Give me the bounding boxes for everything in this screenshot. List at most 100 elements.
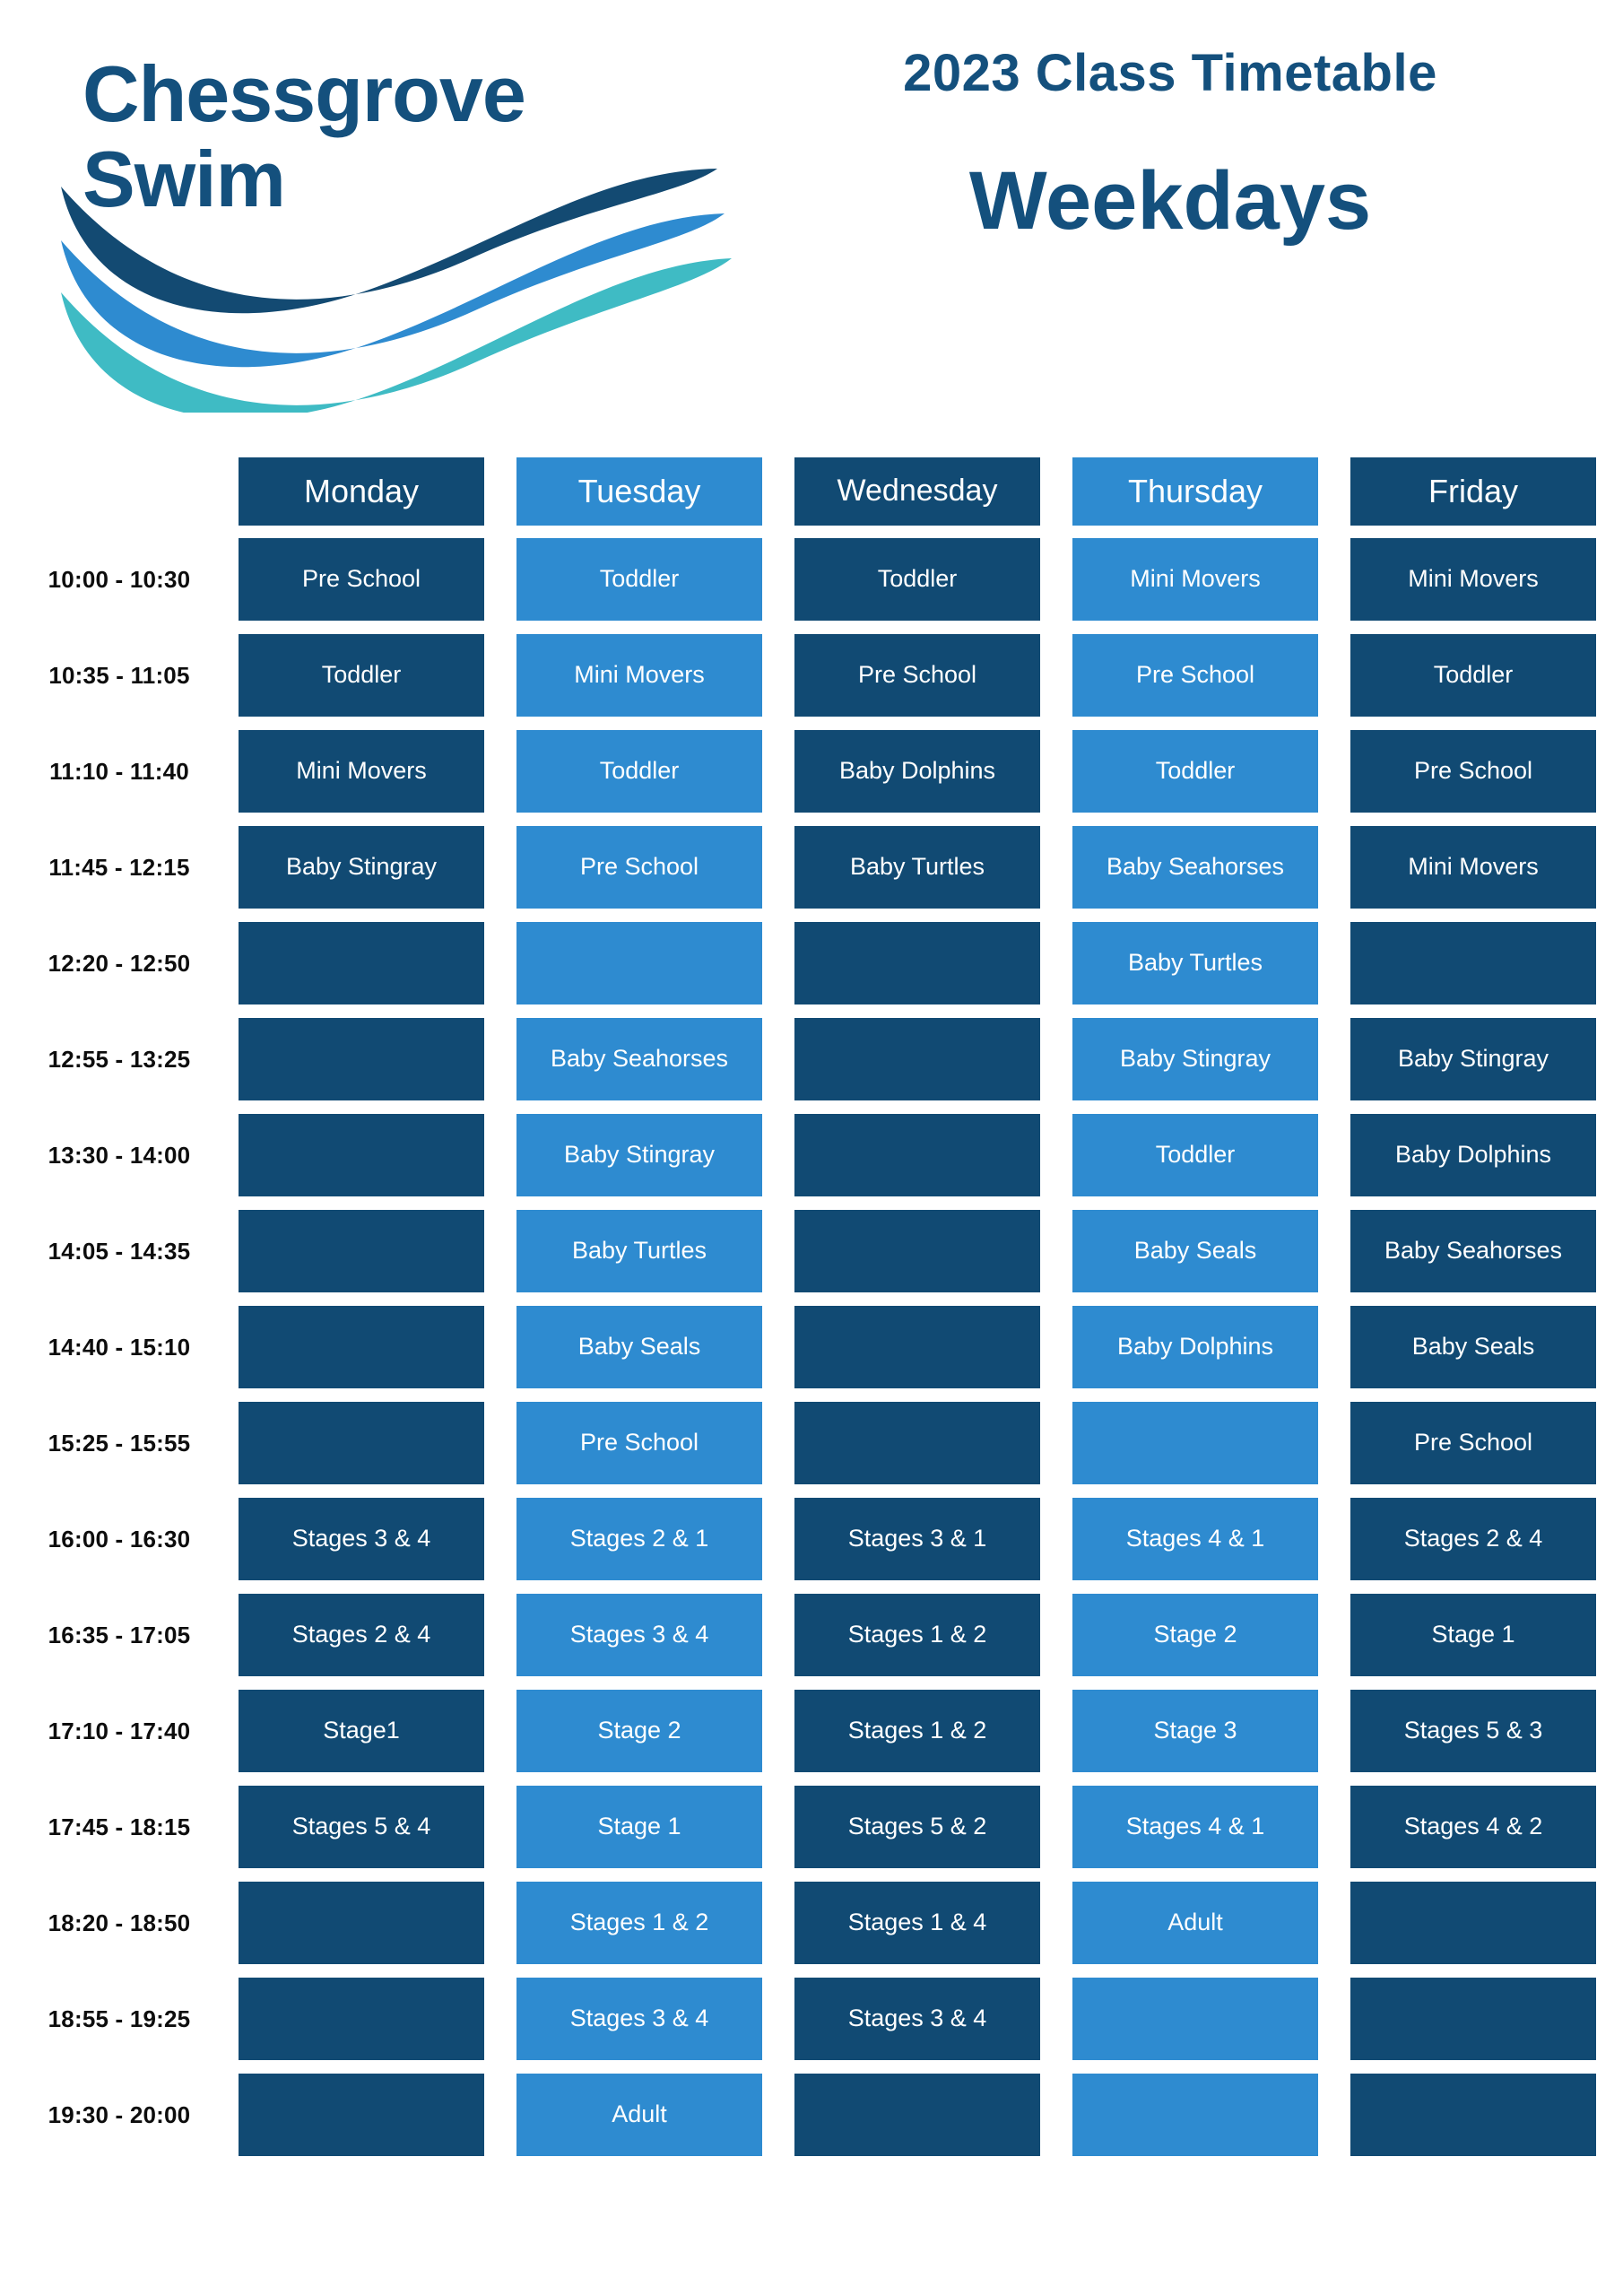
class-cell-monday[interactable]: Stages 2 & 4 [239,1594,484,1676]
time-slot-label: 14:05 - 14:35 [48,1237,191,1265]
class-cell-monday [239,1978,484,2060]
class-cell-tuesday[interactable]: Baby Stingray [516,1114,762,1196]
timetable-row: 14:40 - 15:10 Baby Seals Baby Dolphins Baby… [0,1306,1623,1388]
time-slot-label: 18:55 - 19:25 [48,2005,191,2032]
class-cell-thursday[interactable]: Adult [1072,1882,1318,1964]
class-cell-thursday[interactable]: Baby Dolphins [1072,1306,1318,1388]
class-cell-friday[interactable]: Stages 4 & 2 [1350,1786,1596,1868]
timetable-row-cells: Stages 3 & 4 Stages 3 & 4 [239,1978,1623,2060]
class-cell-wednesday[interactable]: Stages 5 & 2 [794,1786,1040,1868]
class-cell-monday [239,1210,484,1292]
class-cell-friday[interactable]: Stages 2 & 4 [1350,1498,1596,1580]
time-slot-label: 18:20 - 18:50 [48,1909,191,1936]
class-cell-friday[interactable]: Baby Stingray [1350,1018,1596,1100]
class-cell-tuesday[interactable]: Stages 3 & 4 [516,1978,762,2060]
timetable-row-cells: Baby Stingray Pre School Baby Turtles Baby … [239,826,1623,909]
day-header-wednesday: Wednesday [794,457,1040,526]
class-cell-wednesday[interactable]: Baby Turtles [794,826,1040,909]
class-cell-monday[interactable]: Mini Movers [239,730,484,813]
class-cell-friday[interactable]: Pre School [1350,1402,1596,1484]
class-cell-tuesday[interactable]: Baby Seals [516,1306,762,1388]
class-cell-monday[interactable]: Toddler [239,634,484,717]
svg-text:Swim: Swim [82,135,285,223]
timetable-row: 16:00 - 16:30 Stages 3 & 4 Stages 2 & 1 Sta… [0,1498,1623,1580]
class-cell-wednesday[interactable]: Stages 1 & 2 [794,1594,1040,1676]
timetable-row: 10:00 - 10:30 Pre School Toddler Toddler Min… [0,538,1623,621]
class-cell-friday[interactable]: Toddler [1350,634,1596,717]
page-header: Chessgrove Swim 2023 Class Timetable Wee… [0,0,1623,430]
class-cell-tuesday[interactable]: Baby Seahorses [516,1018,762,1100]
day-header-thursday: Thursday [1072,457,1318,526]
timetable-row: 13:30 - 14:00 Baby Stingray Toddler Baby Do… [0,1114,1623,1196]
timetable-row-cells: Baby Turtles Baby Seals Baby Seahorses [239,1210,1623,1292]
time-slot-label: 16:00 - 16:30 [48,1525,191,1552]
time-slot-label: 14:40 - 15:10 [48,1333,191,1361]
class-cell-thursday[interactable]: Baby Turtles [1072,922,1318,1004]
class-cell-thursday[interactable]: Stage 2 [1072,1594,1318,1676]
class-cell-friday[interactable]: Baby Dolphins [1350,1114,1596,1196]
class-cell-tuesday[interactable]: Stages 3 & 4 [516,1594,762,1676]
class-cell-wednesday [794,1402,1040,1484]
class-cell-monday[interactable]: Pre School [239,538,484,621]
svg-text:Chessgrove: Chessgrove [82,49,525,138]
class-cell-wednesday[interactable]: Stages 1 & 2 [794,1690,1040,1772]
class-cell-wednesday[interactable]: Toddler [794,538,1040,621]
class-cell-tuesday[interactable]: Stages 1 & 2 [516,1882,762,1964]
timetable-row: 17:45 - 18:15 Stages 5 & 4 Stage 1 Stages 5… [0,1786,1623,1868]
class-cell-friday [1350,922,1596,1004]
time-slot-label: 11:10 - 11:40 [49,757,189,785]
class-cell-tuesday[interactable]: Toddler [516,730,762,813]
class-cell-thursday[interactable]: Pre School [1072,634,1318,717]
class-cell-tuesday[interactable]: Mini Movers [516,634,762,717]
time-slot-label: 17:45 - 18:15 [48,1813,191,1840]
class-cell-tuesday[interactable]: Stage 1 [516,1786,762,1868]
class-cell-thursday[interactable]: Stages 4 & 1 [1072,1498,1318,1580]
timetable-row-cells: Baby Seahorses Baby Stingray Baby Stingray [239,1018,1623,1100]
class-cell-wednesday[interactable]: Stages 3 & 4 [794,1978,1040,2060]
timetable-row-cells: Stages 2 & 4 Stages 3 & 4 Stages 1 & 2 Stag… [239,1594,1623,1676]
class-cell-thursday[interactable]: Stages 4 & 1 [1072,1786,1318,1868]
class-cell-thursday[interactable]: Toddler [1072,730,1318,813]
time-slot-label: 13:30 - 14:00 [48,1141,191,1169]
class-cell-friday[interactable]: Baby Seals [1350,1306,1596,1388]
class-cell-tuesday[interactable]: Stage 2 [516,1690,762,1772]
class-cell-thursday[interactable]: Toddler [1072,1114,1318,1196]
class-cell-wednesday [794,1114,1040,1196]
class-cell-monday [239,1114,484,1196]
class-cell-friday[interactable]: Stages 5 & 3 [1350,1690,1596,1772]
class-cell-monday[interactable]: Stages 3 & 4 [239,1498,484,1580]
class-cell-friday[interactable]: Mini Movers [1350,538,1596,621]
class-cell-wednesday[interactable]: Pre School [794,634,1040,717]
class-cell-monday[interactable]: Stages 5 & 4 [239,1786,484,1868]
time-slot-label: 19:30 - 20:00 [48,2100,191,2128]
timetable-row: 16:35 - 17:05 Stages 2 & 4 Stages 3 & 4 Sta… [0,1594,1623,1676]
class-cell-tuesday[interactable]: Pre School [516,1402,762,1484]
class-cell-friday[interactable]: Stage 1 [1350,1594,1596,1676]
class-cell-wednesday[interactable]: Baby Dolphins [794,730,1040,813]
class-cell-wednesday[interactable]: Stages 1 & 4 [794,1882,1040,1964]
class-cell-monday[interactable]: Baby Stingray [239,826,484,909]
page-title: 2023 Class Timetable [903,44,1437,102]
timetable-row-cells: Pre School Pre School [239,1402,1623,1484]
day-header-tuesday: Tuesday [516,457,762,526]
class-cell-thursday[interactable]: Baby Seahorses [1072,826,1318,909]
class-cell-tuesday[interactable]: Toddler [516,538,762,621]
class-cell-friday[interactable]: Baby Seahorses [1350,1210,1596,1292]
timetable-row: 17:10 - 17:40 Stage1 Stage 2 Stages 1 & 2 St… [0,1690,1623,1772]
class-cell-tuesday[interactable]: Stages 2 & 1 [516,1498,762,1580]
class-cell-wednesday[interactable]: Stages 3 & 1 [794,1498,1040,1580]
class-cell-thursday[interactable]: Mini Movers [1072,538,1318,621]
class-cell-tuesday[interactable]: Pre School [516,826,762,909]
class-cell-monday [239,1018,484,1100]
class-cell-tuesday[interactable]: Adult [516,2074,762,2156]
timetable-row-cells: Toddler Mini Movers Pre School Pre School To… [239,634,1623,717]
class-cell-thursday[interactable]: Baby Seals [1072,1210,1318,1292]
class-cell-friday[interactable]: Pre School [1350,730,1596,813]
class-cell-monday[interactable]: Stage1 [239,1690,484,1772]
timetable-header-row: Monday Tuesday Wednesday Thursday Friday [0,457,1623,526]
class-cell-tuesday[interactable]: Baby Turtles [516,1210,762,1292]
class-cell-thursday[interactable]: Stage 3 [1072,1690,1318,1772]
class-cell-thursday [1072,2074,1318,2156]
class-cell-friday[interactable]: Mini Movers [1350,826,1596,909]
class-cell-thursday[interactable]: Baby Stingray [1072,1018,1318,1100]
